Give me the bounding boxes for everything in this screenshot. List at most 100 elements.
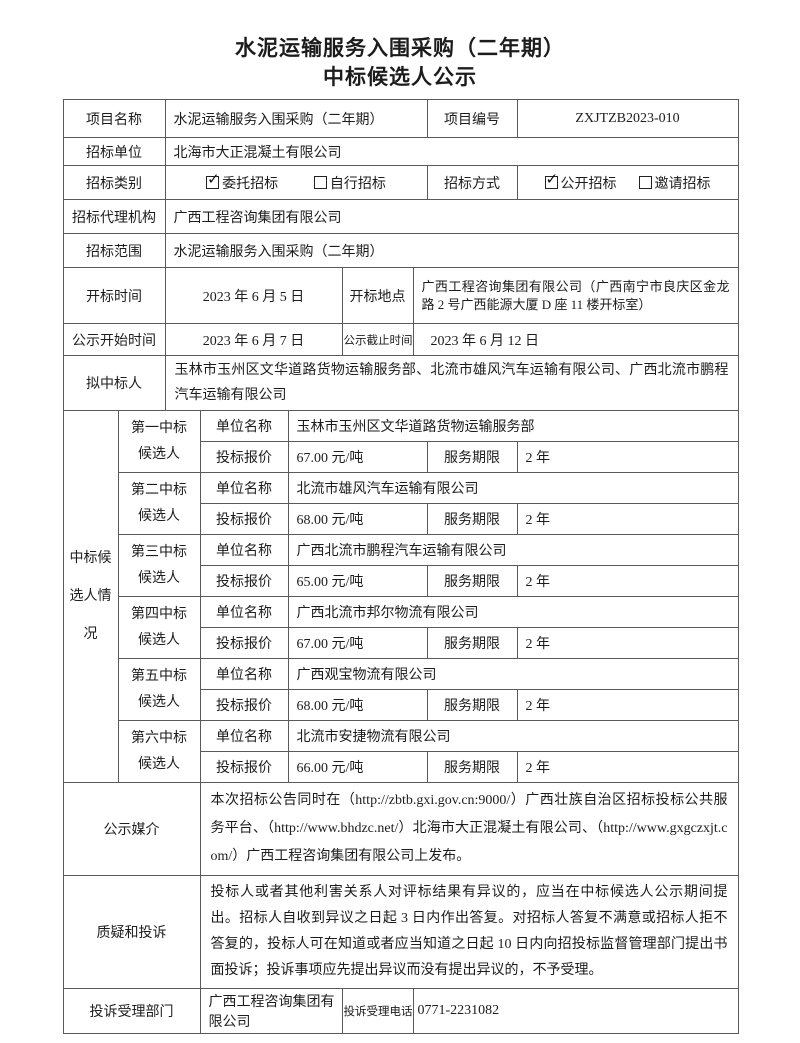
objection-label: 质疑和投诉 bbox=[62, 875, 201, 989]
complaint-dept-label: 投诉受理部门 bbox=[62, 988, 201, 1034]
unit-name-label: 单位名称 bbox=[199, 534, 289, 566]
service-term-label: 服务期限 bbox=[426, 565, 518, 597]
service-term-value: 2 年 bbox=[516, 751, 739, 783]
unit-name-value: 北流市雄风汽车运输有限公司 bbox=[287, 472, 739, 504]
tender-method-option-invite: 邀请招标 bbox=[638, 173, 711, 193]
page-title: 水泥运输服务入围采购（二年期） 中标候选人公示 bbox=[63, 34, 738, 92]
table-row: 招标范围 水泥运输服务入围采购（二年期） bbox=[62, 233, 739, 268]
candidate-rank: 第一中标候选人 bbox=[117, 410, 201, 473]
checkbox-label: 公开招标 bbox=[560, 176, 617, 192]
document-table: 项目名称 水泥运输服务入围采购（二年期） 项目编号 ZXJTZB2023-010… bbox=[62, 99, 739, 1034]
proposed-winners-label: 拟中标人 bbox=[62, 355, 166, 411]
table-row: 招标单位 北海市大正混凝土有限公司 bbox=[62, 137, 739, 166]
bid-open-place-value: 广西工程咨询集团有限公司（广西南宁市良庆区金龙路 2 号广西能源大厦 D 座 1… bbox=[412, 267, 739, 324]
table-row: 第五中标候选人 单位名称 广西观宝物流有限公司 bbox=[63, 658, 739, 721]
bid-open-place-label: 开标地点 bbox=[341, 267, 414, 324]
agency-value: 广西工程咨询集团有限公司 bbox=[164, 199, 739, 234]
service-term-label: 服务期限 bbox=[426, 627, 518, 659]
scope-label: 招标范围 bbox=[62, 233, 166, 268]
bid-price-label: 投标报价 bbox=[199, 441, 289, 473]
unit-name-label: 单位名称 bbox=[199, 658, 289, 690]
publicity-end-value: 2023 年 6 月 12 日 bbox=[412, 323, 739, 356]
unit-name-value: 广西北流市邦尔物流有限公司 bbox=[287, 596, 739, 628]
tender-category-options: ✓ 委托招标 自行招标 bbox=[164, 165, 428, 200]
checkbox-unchecked-icon bbox=[313, 176, 327, 189]
table-row: 招标代理机构 广西工程咨询集团有限公司 bbox=[62, 199, 739, 234]
service-term-value: 2 年 bbox=[516, 503, 739, 535]
service-term-label: 服务期限 bbox=[426, 751, 518, 783]
bid-price-label: 投标报价 bbox=[199, 627, 289, 659]
publicity-media-label: 公示媒介 bbox=[62, 782, 201, 876]
bid-price-value: 67.00 元/吨 bbox=[287, 441, 428, 473]
table-row: 项目名称 水泥运输服务入围采购（二年期） 项目编号 ZXJTZB2023-010 bbox=[62, 99, 739, 138]
table-row: 第六中标候选人 单位名称 北流市安捷物流有限公司 bbox=[63, 720, 739, 783]
bid-price-value: 66.00 元/吨 bbox=[287, 751, 428, 783]
table-row: 公示媒介 本次招标公告同时在（http://zbtb.gxi.gov.cn:90… bbox=[62, 782, 739, 876]
complaint-phone-label: 投诉受理电话 bbox=[341, 988, 414, 1034]
document-page: 水泥运输服务入围采购（二年期） 中标候选人公示 项目名称 水泥运输服务入围采购（… bbox=[62, 0, 739, 1034]
tender-category-option-entrusted: ✓ 委托招标 bbox=[206, 170, 278, 193]
unit-name-label: 单位名称 bbox=[199, 410, 289, 442]
check-mark-icon: ✓ bbox=[545, 170, 559, 188]
publicity-end-label: 公示截止时间 bbox=[341, 323, 414, 356]
page-title-line1: 水泥运输服务入围采购（二年期） bbox=[235, 36, 565, 60]
checkbox-unchecked-icon bbox=[638, 176, 652, 189]
unit-name-value: 玉林市玉州区文华道路货物运输服务部 bbox=[287, 410, 739, 442]
bid-price-label: 投标报价 bbox=[199, 689, 289, 721]
tender-method-options-row: ✓ 公开招标 邀请招标 bbox=[523, 170, 733, 193]
objection-value: 投标人或者其他利害关系人对评标结果有异议的，应当在中标候选人公示期间提出。招标人… bbox=[199, 875, 739, 989]
bid-price-value: 65.00 元/吨 bbox=[287, 565, 428, 597]
publicity-media-value: 本次招标公告同时在（http://zbtb.gxi.gov.cn:9000/）广… bbox=[199, 782, 739, 876]
service-term-value: 2 年 bbox=[516, 565, 739, 597]
tender-method-options: ✓ 公开招标 邀请招标 bbox=[516, 165, 739, 200]
page-title-line2: 中标候选人公示 bbox=[323, 65, 477, 89]
service-term-label: 服务期限 bbox=[426, 503, 518, 535]
candidate-rank: 第六中标候选人 bbox=[117, 720, 201, 783]
table-row: 投标报价 68.00 元/吨 服务期限 2 年 bbox=[63, 503, 739, 535]
bid-price-label: 投标报价 bbox=[199, 503, 289, 535]
bid-open-time-value: 2023 年 6 月 5 日 bbox=[164, 267, 343, 324]
publicity-start-label: 公示开始时间 bbox=[62, 323, 166, 356]
unit-name-label: 单位名称 bbox=[199, 472, 289, 504]
bid-price-label: 投标报价 bbox=[199, 565, 289, 597]
candidates-group-label: 中标候选人情况 bbox=[62, 410, 119, 783]
project-no-label: 项目编号 bbox=[426, 99, 518, 138]
service-term-label: 服务期限 bbox=[426, 441, 518, 473]
check-mark-icon: ✓ bbox=[207, 170, 220, 188]
service-term-label: 服务期限 bbox=[426, 689, 518, 721]
candidate-rank: 第四中标候选人 bbox=[117, 596, 201, 659]
service-term-value: 2 年 bbox=[516, 689, 739, 721]
bid-open-time-label: 开标时间 bbox=[62, 267, 166, 324]
tender-unit-label: 招标单位 bbox=[62, 137, 166, 166]
tender-method-label: 招标方式 bbox=[426, 165, 518, 200]
bid-price-value: 68.00 元/吨 bbox=[287, 503, 428, 535]
bid-price-label: 投标报价 bbox=[199, 751, 289, 783]
project-name-value: 水泥运输服务入围采购（二年期） bbox=[164, 99, 428, 138]
unit-name-value: 广西观宝物流有限公司 bbox=[287, 658, 739, 690]
checkbox-checked-icon: ✓ bbox=[206, 170, 220, 189]
candidate-rank: 第二中标候选人 bbox=[117, 472, 201, 535]
table-row: 投标报价 65.00 元/吨 服务期限 2 年 bbox=[63, 565, 739, 597]
table-row: 公示开始时间 2023 年 6 月 7 日 公示截止时间 2023 年 6 月 … bbox=[62, 323, 739, 356]
table-row: 质疑和投诉 投标人或者其他利害关系人对评标结果有异议的，应当在中标候选人公示期间… bbox=[62, 875, 739, 989]
checkbox-checked-icon: ✓ bbox=[544, 170, 558, 189]
bid-price-value: 68.00 元/吨 bbox=[287, 689, 428, 721]
tender-category-option-self: 自行招标 bbox=[313, 173, 386, 193]
table-row: 拟中标人 玉林市玉州区文华道路货物运输服务部、北流市雄风汽车运输有限公司、广西北… bbox=[62, 355, 739, 411]
checkbox-label: 自行招标 bbox=[329, 176, 386, 192]
candidate-rank: 第三中标候选人 bbox=[117, 534, 201, 597]
table-row: 开标时间 2023 年 6 月 5 日 开标地点 广西工程咨询集团有限公司（广西… bbox=[62, 267, 739, 324]
unit-name-value: 北流市安捷物流有限公司 bbox=[287, 720, 739, 752]
scope-value: 水泥运输服务入围采购（二年期） bbox=[164, 233, 739, 268]
service-term-value: 2 年 bbox=[516, 441, 739, 473]
tender-method-option-public: ✓ 公开招标 bbox=[544, 170, 617, 193]
table-row: 投诉受理部门 广西工程咨询集团有限公司 投诉受理电话 0771-2231082 bbox=[62, 988, 739, 1034]
tender-category-options-row: ✓ 委托招标 自行招标 bbox=[171, 170, 422, 193]
table-row: 招标类别 ✓ 委托招标 自行招标 招标方式 ✓ bbox=[62, 165, 739, 200]
table-row: 投标报价 67.00 元/吨 服务期限 2 年 bbox=[63, 627, 739, 659]
service-term-value: 2 年 bbox=[516, 627, 739, 659]
publicity-start-value: 2023 年 6 月 7 日 bbox=[164, 323, 343, 356]
table-row: 投标报价 67.00 元/吨 服务期限 2 年 bbox=[63, 441, 739, 473]
project-name-label: 项目名称 bbox=[62, 99, 166, 138]
table-row: 投标报价 66.00 元/吨 服务期限 2 年 bbox=[63, 751, 739, 783]
